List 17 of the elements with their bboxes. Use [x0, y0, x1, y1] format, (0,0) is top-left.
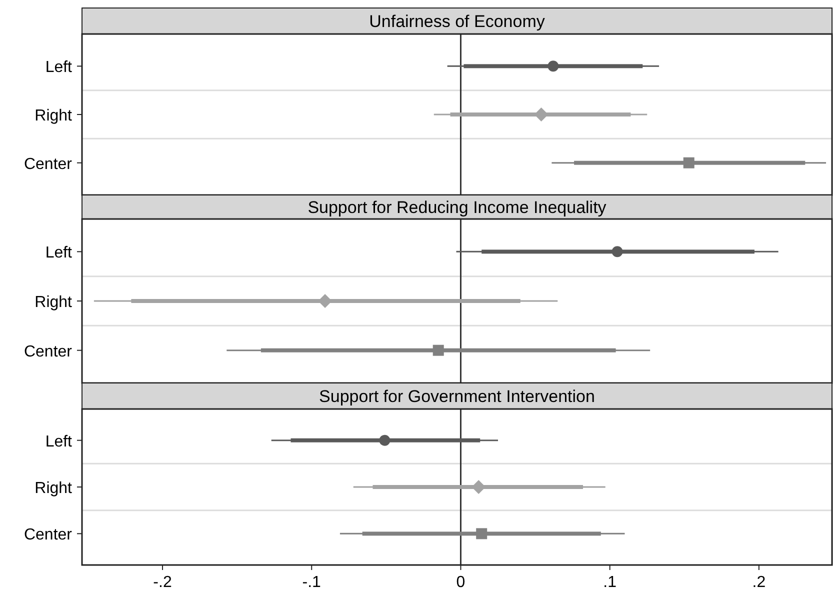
y-tick-label: Center — [24, 526, 73, 544]
y-tick-label: Right — [34, 480, 73, 497]
y-tick-label: Left — [45, 59, 73, 76]
chart-title: Support for Government Intervention — [319, 387, 595, 406]
x-tick-label: .2 — [752, 574, 766, 591]
y-tick-label: Right — [34, 294, 73, 311]
y-tick-label: Right — [34, 108, 73, 124]
x-tick-label: -.1 — [302, 574, 322, 591]
chart-title: Unfairness of Economy — [369, 12, 546, 31]
chart-title: Support for Reducing Income Inequality — [308, 198, 607, 217]
x-tick-label: 0 — [456, 574, 466, 591]
y-tick-label: Center — [24, 156, 73, 173]
y-tick-label: Left — [45, 244, 73, 262]
y-tick-label: Left — [45, 433, 73, 450]
y-tick-label: Center — [24, 343, 73, 360]
x-tick-label: .1 — [603, 574, 617, 591]
x-tick-label: -.2 — [153, 574, 172, 591]
